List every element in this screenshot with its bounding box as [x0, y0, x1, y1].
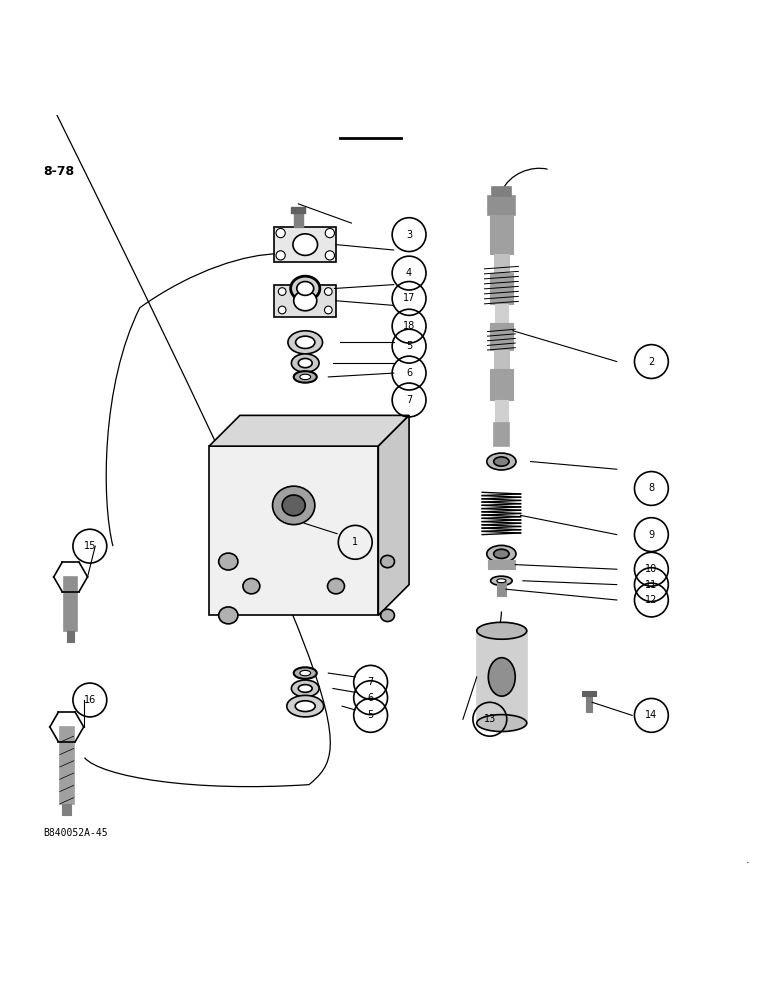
Circle shape [324, 306, 332, 314]
Text: 16: 16 [83, 695, 96, 705]
Ellipse shape [300, 670, 310, 676]
Text: 15: 15 [83, 541, 96, 551]
Ellipse shape [291, 354, 319, 372]
Ellipse shape [293, 371, 317, 383]
Bar [493, 350, 509, 369]
Ellipse shape [296, 282, 313, 295]
Text: 5: 5 [367, 710, 374, 720]
Text: 17: 17 [403, 293, 415, 303]
Ellipse shape [218, 553, 238, 570]
Ellipse shape [477, 715, 527, 732]
Bar [496, 582, 506, 596]
Text: 6: 6 [367, 693, 374, 703]
Ellipse shape [493, 457, 509, 466]
Ellipse shape [296, 336, 315, 348]
Circle shape [325, 251, 334, 260]
Ellipse shape [293, 234, 317, 255]
Text: 4: 4 [406, 268, 412, 278]
Bar [493, 187, 510, 196]
Text: 3: 3 [406, 230, 412, 240]
Polygon shape [275, 227, 336, 262]
Bar [495, 400, 507, 423]
Text: B840052A-45: B840052A-45 [44, 828, 108, 838]
Ellipse shape [288, 331, 323, 354]
Text: 9: 9 [648, 530, 655, 540]
Polygon shape [378, 415, 409, 615]
Text: .: . [746, 855, 750, 865]
Bar [293, 208, 303, 227]
Ellipse shape [291, 680, 319, 697]
Bar [490, 369, 513, 400]
Text: 8-78: 8-78 [44, 165, 75, 178]
Bar [586, 692, 592, 712]
Text: 5: 5 [406, 341, 412, 351]
Text: 6: 6 [406, 368, 412, 378]
Text: 10: 10 [645, 564, 658, 574]
Bar [63, 804, 71, 815]
Circle shape [276, 228, 285, 238]
Text: 8: 8 [648, 483, 655, 493]
Bar [495, 304, 507, 323]
Bar [66, 631, 74, 642]
Text: 14: 14 [645, 710, 658, 720]
Text: 13: 13 [484, 714, 496, 724]
Circle shape [325, 228, 334, 238]
Bar [477, 631, 527, 723]
Bar [490, 323, 513, 350]
Polygon shape [209, 415, 409, 446]
Text: 12: 12 [645, 595, 658, 605]
Bar [493, 423, 509, 446]
Bar [488, 196, 515, 215]
Bar [65, 577, 76, 631]
Ellipse shape [493, 549, 509, 558]
Ellipse shape [286, 695, 323, 717]
Bar [490, 273, 513, 304]
Bar [490, 215, 513, 254]
Ellipse shape [282, 495, 305, 516]
FancyBboxPatch shape [209, 446, 378, 615]
Bar [60, 727, 73, 804]
Text: 7: 7 [406, 395, 412, 405]
Bar [493, 254, 509, 273]
Ellipse shape [327, 578, 344, 594]
Bar [291, 207, 305, 213]
Ellipse shape [243, 578, 260, 594]
Ellipse shape [298, 358, 312, 368]
Ellipse shape [477, 622, 527, 639]
Ellipse shape [487, 453, 516, 470]
Text: 1: 1 [352, 537, 358, 547]
Circle shape [324, 288, 332, 295]
Ellipse shape [295, 701, 315, 712]
Ellipse shape [491, 576, 512, 585]
Ellipse shape [489, 658, 515, 696]
Polygon shape [275, 285, 336, 317]
Ellipse shape [496, 579, 506, 583]
Ellipse shape [290, 276, 320, 301]
Ellipse shape [293, 667, 317, 679]
Circle shape [279, 288, 286, 295]
Ellipse shape [298, 685, 312, 692]
Text: 7: 7 [367, 677, 374, 687]
Ellipse shape [218, 607, 238, 624]
Ellipse shape [293, 291, 317, 311]
Circle shape [279, 306, 286, 314]
Ellipse shape [273, 486, 315, 525]
Ellipse shape [300, 374, 310, 380]
Ellipse shape [381, 609, 394, 622]
Text: 2: 2 [648, 357, 655, 367]
Ellipse shape [487, 545, 516, 562]
Text: 11: 11 [645, 580, 658, 590]
Bar [488, 560, 515, 569]
Circle shape [276, 251, 285, 260]
Text: 18: 18 [403, 321, 415, 331]
Ellipse shape [381, 555, 394, 568]
Bar [582, 691, 596, 696]
